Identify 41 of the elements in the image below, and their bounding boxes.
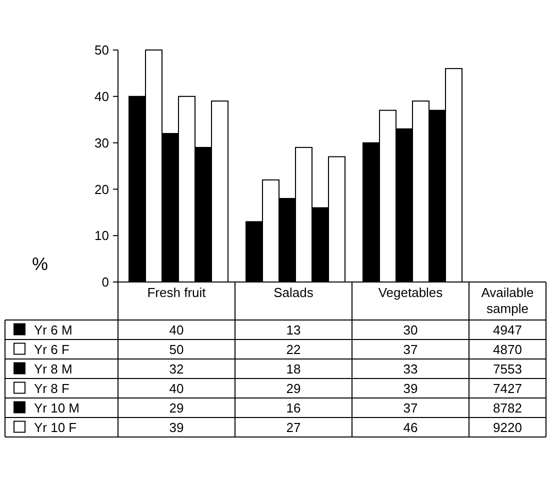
text: 9220 <box>493 420 522 435</box>
data-label: 33 <box>403 361 418 376</box>
data-label: 30 <box>403 322 418 338</box>
legend-label: Yr 8 F <box>34 380 70 396</box>
legend-label: Yr 8 M <box>34 361 72 376</box>
data-label: 39 <box>169 420 184 435</box>
x-tick-label: Vegetables <box>378 285 444 300</box>
x-tick-label: Salads <box>274 285 314 300</box>
data-label: 46 <box>403 420 418 435</box>
text: 7553 <box>493 361 522 376</box>
legend-label: Yr 10 F <box>34 420 77 435</box>
y-axis-title: % <box>32 254 48 274</box>
y-tick-label: 10 <box>94 228 109 244</box>
y-tick-label: 20 <box>94 182 109 197</box>
y-tick-label: 50 <box>94 42 109 58</box>
data-label: 37 <box>403 400 418 416</box>
text: 4947 <box>493 322 522 338</box>
data-label: 40 <box>169 322 184 338</box>
data-label: 50 <box>169 342 184 357</box>
legend-label: Yr 6 M <box>34 322 72 338</box>
data-label: 32 <box>169 361 184 376</box>
text: 4870 <box>493 342 522 357</box>
data-label: 22 <box>286 342 301 357</box>
text: Available sample <box>481 285 534 316</box>
data-label: 16 <box>286 400 301 416</box>
x-tick-label: Fresh fruit <box>147 285 206 300</box>
data-label: 13 <box>286 322 301 338</box>
data-label: 29 <box>169 400 184 416</box>
data-label: 40 <box>169 380 184 396</box>
y-tick-label: 30 <box>94 135 109 150</box>
data-label: 39 <box>403 380 418 396</box>
data-label: 18 <box>286 361 301 376</box>
y-tick-label: 40 <box>94 88 109 104</box>
legend-label: Yr 10 M <box>34 400 80 416</box>
text: 8782 <box>493 400 522 416</box>
text: 7427 <box>493 380 522 396</box>
data-label: 29 <box>286 380 301 396</box>
legend-label: Yr 6 F <box>34 342 70 357</box>
y-tick-label: 0 <box>102 274 109 290</box>
data-label: 37 <box>403 342 418 357</box>
data-label: 27 <box>286 420 301 435</box>
